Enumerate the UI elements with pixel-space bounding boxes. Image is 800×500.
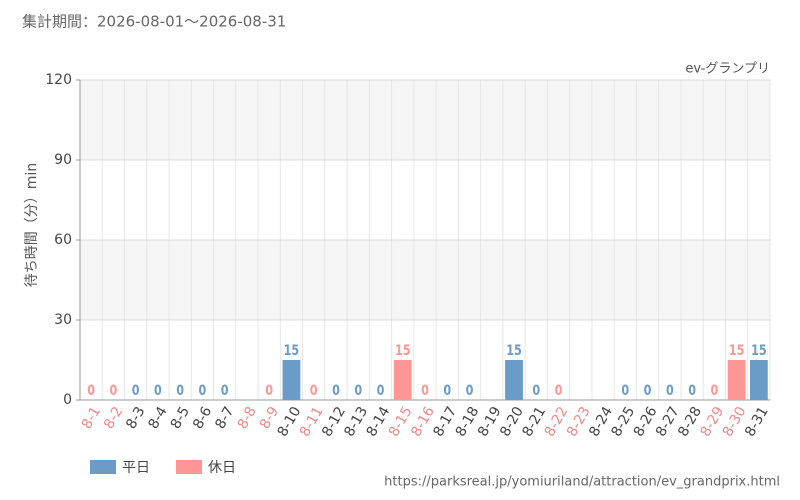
bar (505, 360, 523, 400)
data-label: 15 (751, 342, 767, 359)
footer-url: https://parksreal.jp/yomiuriland/attract… (384, 475, 780, 490)
grid-band (80, 240, 770, 320)
x-tick-label: 8-7 (212, 404, 237, 432)
x-tick-label: 8-2 (101, 404, 126, 432)
x-tick-label: 8-8 (235, 404, 260, 432)
data-label: 0 (109, 382, 117, 399)
x-tick-label: 8-4 (146, 404, 171, 432)
y-tick-label: 120 (45, 72, 72, 88)
data-label: 0 (265, 382, 273, 399)
data-label: 0 (688, 382, 696, 399)
x-tick-label: 8-31 (742, 404, 772, 440)
bar (393, 360, 412, 400)
x-tick-label: 8-6 (190, 404, 215, 432)
data-label: 0 (621, 382, 629, 399)
grid-band (80, 80, 770, 160)
data-label: 0 (332, 382, 340, 399)
legend-label: 休日 (208, 460, 236, 476)
chart-title: 集計期間：2026-08-01～2026-08-31 (22, 13, 286, 31)
data-label: 0 (666, 382, 674, 399)
bar (282, 360, 301, 400)
data-label: 0 (199, 382, 207, 399)
data-label: 0 (710, 382, 718, 399)
data-label: 0 (443, 382, 451, 399)
x-tick-label: 8-5 (168, 404, 193, 432)
data-label: 0 (176, 382, 184, 399)
data-label: 15 (729, 342, 745, 359)
bar (749, 360, 768, 400)
data-label: 15 (506, 342, 522, 359)
data-label: 0 (354, 382, 362, 399)
data-label: 0 (87, 382, 95, 399)
y-tick-label: 90 (54, 152, 72, 168)
legend-swatch (176, 460, 202, 474)
data-label: 0 (132, 382, 140, 399)
y-tick-label: 60 (54, 232, 72, 248)
data-label: 0 (555, 382, 563, 399)
data-label: 0 (421, 382, 429, 399)
data-label: 0 (221, 382, 229, 399)
y-tick-label: 0 (63, 392, 72, 408)
x-tick-label: 8-1 (79, 404, 104, 432)
chart-subtitle: ev-グランプリ (685, 62, 770, 77)
data-label: 0 (154, 382, 162, 399)
data-label: 0 (532, 382, 540, 399)
data-label: 0 (310, 382, 318, 399)
data-label: 15 (284, 342, 300, 359)
legend-swatch (90, 460, 116, 474)
legend-label: 平日 (122, 460, 150, 476)
data-label: 15 (395, 342, 411, 359)
bar (727, 360, 746, 400)
data-label: 0 (644, 382, 652, 399)
x-tick-label: 8-3 (123, 404, 148, 432)
y-axis-label: 待ち時間（分）min (24, 163, 40, 287)
y-tick-label: 30 (54, 312, 72, 328)
data-label: 0 (377, 382, 385, 399)
data-label: 0 (466, 382, 474, 399)
